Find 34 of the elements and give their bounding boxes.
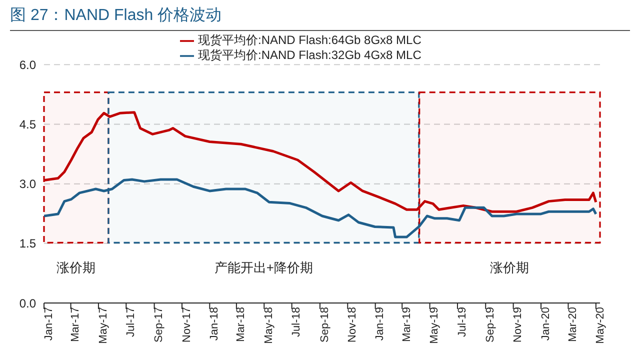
x-tick-label: May-18 bbox=[262, 307, 275, 344]
x-tick-label: Mar-17 bbox=[70, 307, 82, 342]
y-tick-label: 3.0 bbox=[19, 177, 36, 192]
chart-title: 图 27：NAND Flash 价格波动 bbox=[10, 0, 630, 31]
y-tick-label: 0.0 bbox=[19, 296, 36, 310]
x-tick-label: Jan-20 bbox=[540, 307, 552, 341]
legend-label: 现货平均价:NAND Flash:32Gb 4Gx8 MLC bbox=[198, 48, 422, 62]
y-tick-label: 1.5 bbox=[19, 236, 36, 251]
x-tick-label: Mar-20 bbox=[567, 307, 580, 342]
band-label: 产能开出+降价期 bbox=[214, 260, 313, 276]
x-tick-label: Jan-19 bbox=[374, 307, 386, 341]
x-tick-label: May-20 bbox=[594, 307, 607, 344]
x-tick-label: May-17 bbox=[97, 307, 110, 344]
band-label: 涨价期 bbox=[56, 260, 96, 276]
line-series bbox=[44, 111, 598, 213]
x-tick-label: May-19 bbox=[428, 307, 441, 344]
band-label: 涨价期 bbox=[490, 260, 530, 276]
x-tick-label: Jan-18 bbox=[208, 307, 220, 341]
y-tick-label: 4.5 bbox=[19, 118, 36, 132]
x-tick-label: Sep-19 bbox=[484, 307, 496, 342]
x-tick-label: Nov-18 bbox=[346, 307, 358, 342]
line-series bbox=[44, 178, 598, 238]
x-tick-label: Jan-17 bbox=[42, 307, 55, 341]
x-tick-label: Sep-17 bbox=[153, 307, 166, 342]
x-tick-label: Jul-18 bbox=[290, 307, 303, 337]
legend-label: 现货平均价:NAND Flash:64Gb 8Gx8 MLC bbox=[198, 33, 422, 47]
x-tick-label: Jul-17 bbox=[124, 307, 137, 337]
x-tick-label: Mar-19 bbox=[400, 307, 413, 342]
x-tick-label: Jul-19 bbox=[456, 307, 468, 337]
x-tick-label: Nov-19 bbox=[512, 307, 524, 342]
y-tick-label: 6.0 bbox=[19, 58, 36, 72]
x-tick-label: Mar-18 bbox=[235, 307, 248, 342]
x-tick-label: Sep-18 bbox=[318, 307, 331, 342]
x-tick-label: Nov-17 bbox=[180, 307, 193, 342]
